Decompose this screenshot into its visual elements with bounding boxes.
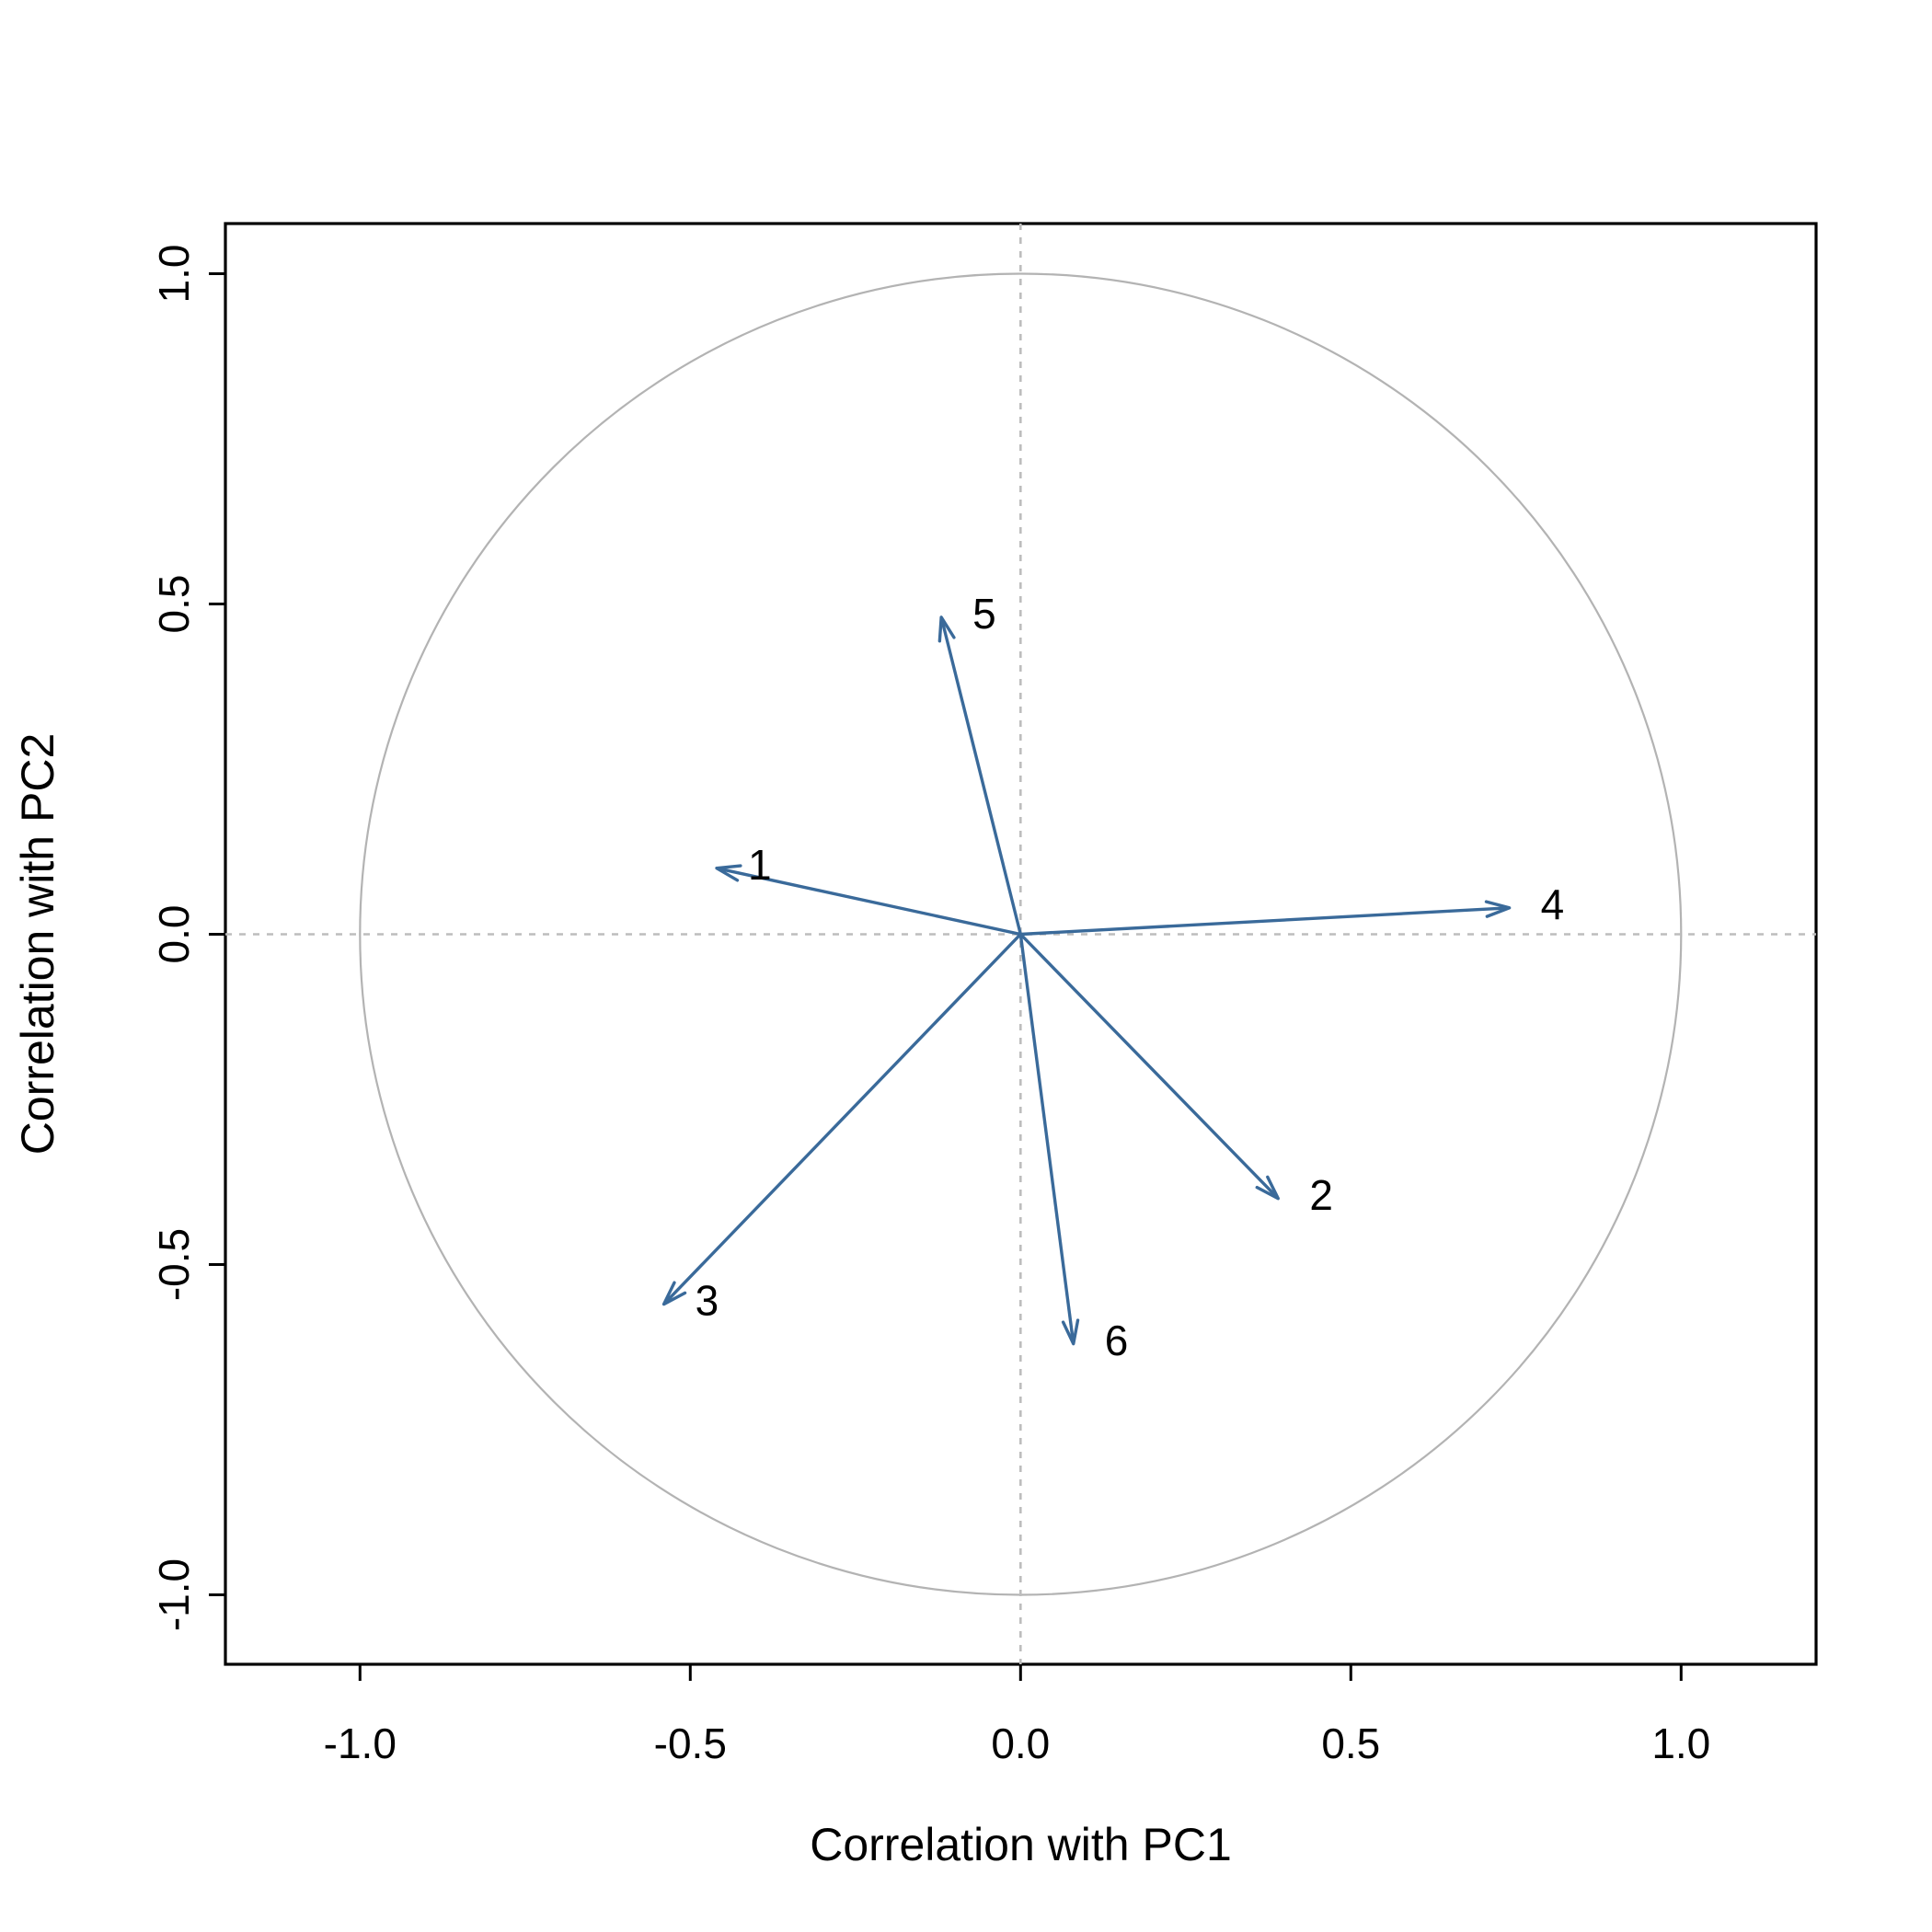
svg-text:Correlation with PC1: Correlation with PC1 [810,1819,1232,1870]
svg-text:-0.5: -0.5 [654,1719,727,1767]
svg-text:Correlation with PC2: Correlation with PC2 [12,733,63,1156]
svg-text:5: 5 [972,590,996,638]
svg-text:0.0: 0.0 [991,1719,1050,1767]
svg-text:-1.0: -1.0 [324,1719,397,1767]
svg-text:3: 3 [696,1277,719,1325]
svg-text:6: 6 [1105,1317,1129,1364]
svg-text:1.0: 1.0 [1651,1719,1710,1767]
svg-text:4: 4 [1541,880,1565,928]
svg-text:-0.5: -0.5 [150,1228,198,1301]
svg-text:2: 2 [1309,1171,1333,1219]
svg-text:1.0: 1.0 [150,245,198,304]
svg-text:-1.0: -1.0 [150,1558,198,1631]
svg-text:0.0: 0.0 [150,905,198,964]
svg-text:0.5: 0.5 [1321,1719,1380,1767]
svg-text:1: 1 [748,841,772,889]
svg-text:0.5: 0.5 [150,575,198,634]
